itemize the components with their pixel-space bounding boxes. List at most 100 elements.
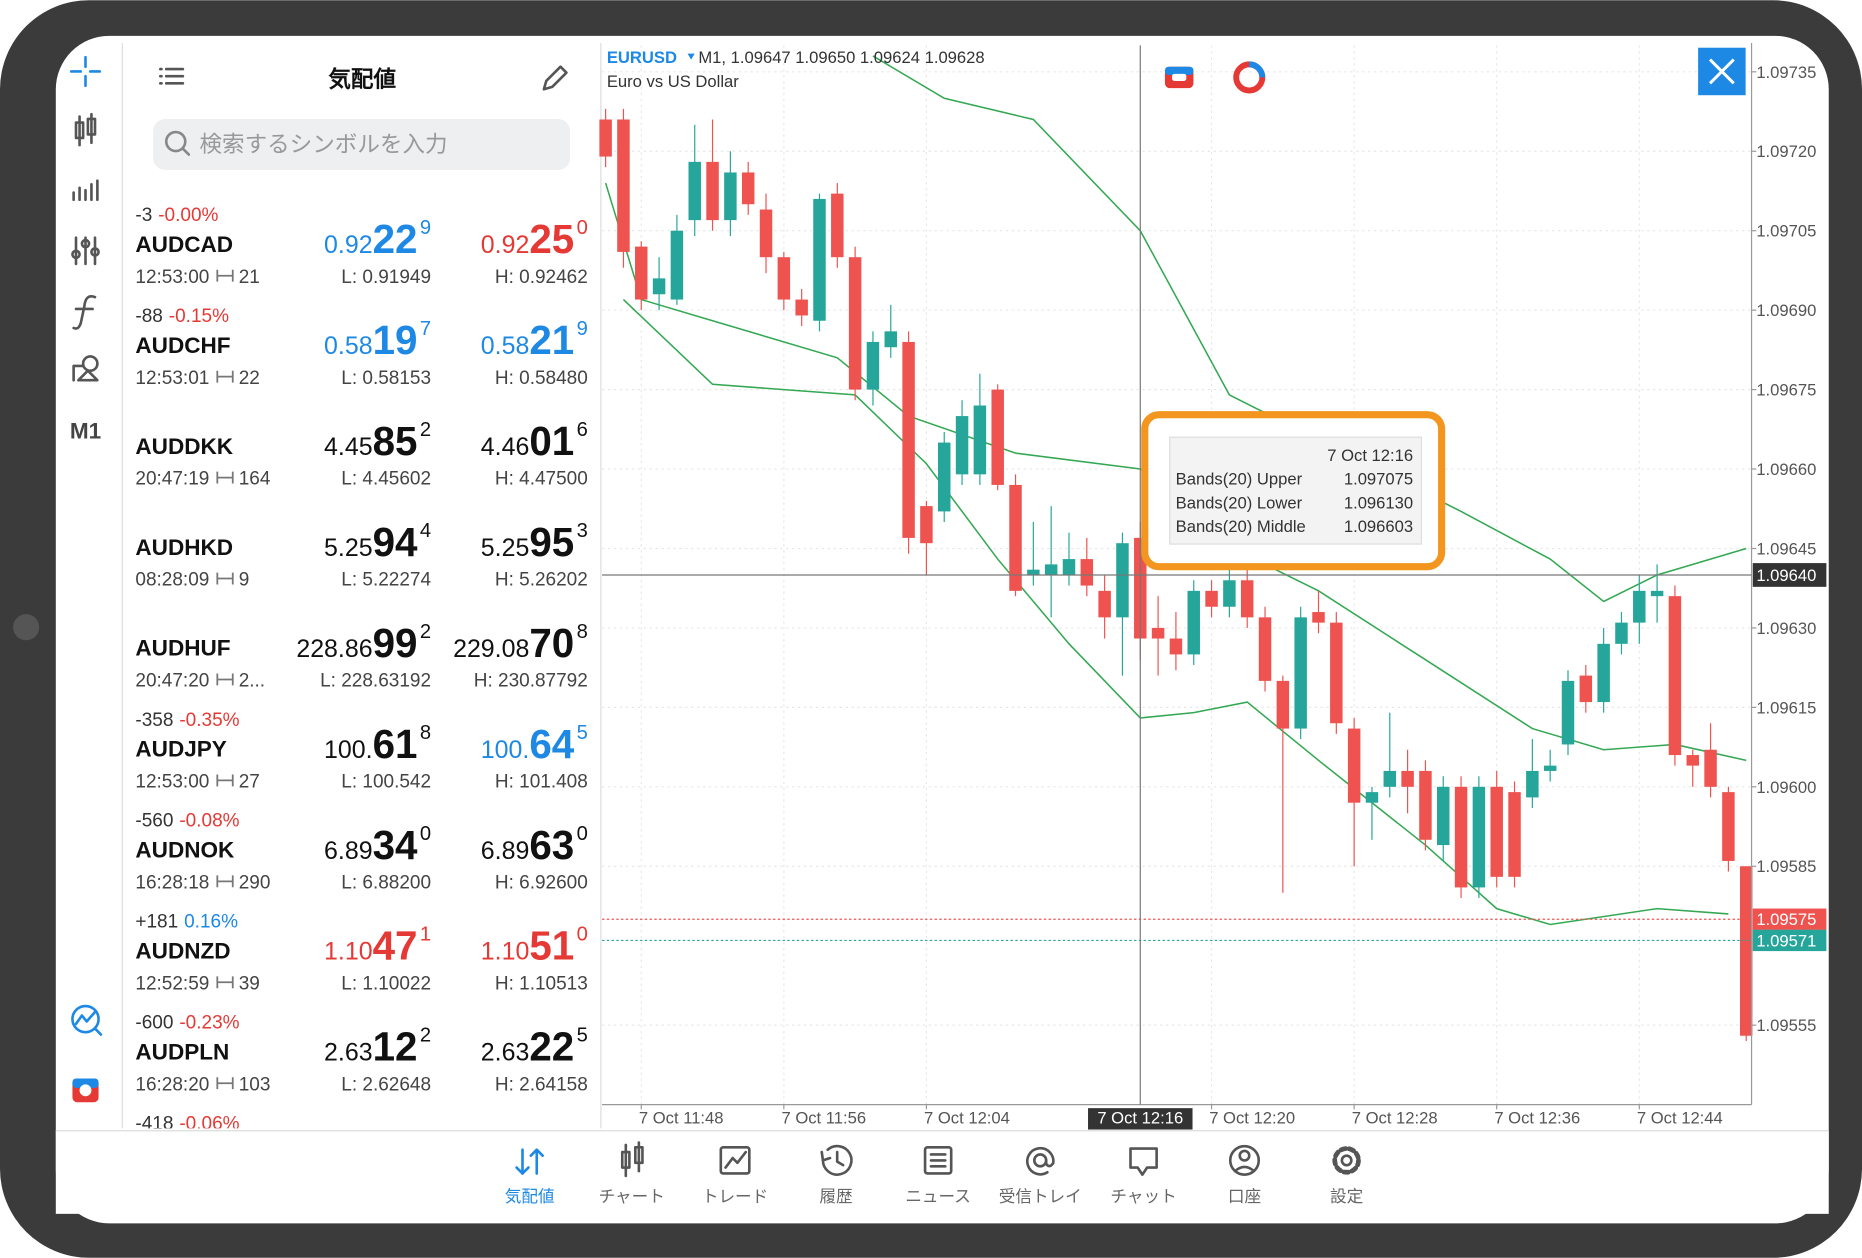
candle-body <box>1276 680 1290 729</box>
y-tick-label: 1.09705 <box>1756 222 1816 241</box>
function-tool[interactable] <box>72 295 97 330</box>
settings-tool[interactable] <box>71 236 100 266</box>
one-click-button[interactable] <box>1233 61 1266 94</box>
ask-price: 0.9225 0 <box>481 216 588 262</box>
candle-body <box>617 119 630 252</box>
tab-label[interactable]: チャット <box>1110 1187 1176 1206</box>
ask-price: 0.5821 9 <box>481 317 588 363</box>
spread: 9 <box>239 570 250 591</box>
ask-price-head: 100. <box>481 736 530 764</box>
watchlist-row[interactable]: AUDDKK 20:47:19 164 4.4585 2 L: 4.45602 4.4601… <box>135 418 587 490</box>
symbol-dropdown[interactable] <box>687 53 695 60</box>
objects-tool[interactable] <box>72 355 99 382</box>
bid-price-point: 8 <box>420 722 431 744</box>
x-tick-label: 7 Oct 11:48 <box>639 1109 724 1128</box>
change-points: -418 <box>135 1114 173 1135</box>
candle-body <box>1650 590 1664 597</box>
bid-price-pips: 12 <box>373 1024 418 1070</box>
chart-type-tool[interactable] <box>74 112 97 147</box>
edit-icon[interactable] <box>542 65 568 91</box>
bid-price-pips: 19 <box>373 317 418 363</box>
ask-price: 229.0870 8 <box>453 620 588 666</box>
candle-body <box>1401 770 1414 787</box>
change-points: -358 <box>135 710 173 731</box>
candle-body <box>1151 627 1165 639</box>
ask-price-head: 5.25 <box>481 534 530 562</box>
list-icon[interactable] <box>159 67 185 85</box>
candle-body <box>884 331 898 348</box>
spread-icon <box>216 774 234 787</box>
symbol[interactable]: EURUSD <box>607 48 677 67</box>
price-lines: 1.09575 1.09571 <box>602 908 1827 952</box>
y-tick-label: 1.09675 <box>1756 381 1816 400</box>
tab-label[interactable]: 受信トレイ <box>999 1187 1082 1206</box>
time: 12:53:01 <box>135 368 209 389</box>
candle-body <box>1472 786 1486 888</box>
candle-body <box>1508 792 1521 877</box>
candle-body <box>724 172 737 221</box>
trade-button[interactable] <box>1164 66 1194 89</box>
tab-label[interactable]: 気配値 <box>505 1187 555 1206</box>
candle-body <box>1294 617 1307 729</box>
close-button[interactable] <box>1698 47 1746 96</box>
watchlist-row[interactable]: -418 -0.06% <box>135 1114 239 1135</box>
change: -3 -0.00% <box>135 205 218 226</box>
ask-price-point: 0 <box>577 924 588 946</box>
tab-label[interactable]: ニュース <box>905 1187 971 1206</box>
tab-label[interactable]: チャート <box>599 1187 665 1206</box>
tab-label[interactable]: トレード <box>702 1187 768 1206</box>
spread: 103 <box>239 1074 271 1095</box>
candle-body <box>635 246 648 300</box>
indicators-tool[interactable] <box>72 179 99 202</box>
candle-body <box>1615 622 1628 644</box>
high: H: 6.92600 <box>495 872 588 893</box>
symbol: AUDHUF <box>135 636 230 661</box>
symbol: AUDPLN <box>135 1039 229 1064</box>
high: H: 5.26202 <box>495 570 588 591</box>
y-tick-label: 1.09660 <box>1756 460 1816 479</box>
time: 12:53:00 <box>135 772 209 793</box>
symbol: AUDNZD <box>135 939 230 964</box>
trade-tool[interactable] <box>72 1078 99 1103</box>
high: H: 0.58480 <box>495 368 588 389</box>
candle-body <box>759 209 773 258</box>
high: H: 2.64158 <box>495 1074 588 1095</box>
tab-label[interactable]: 口座 <box>1228 1187 1261 1206</box>
timeframe[interactable]: M1 <box>70 418 101 443</box>
ask-price-point: 5 <box>577 1025 588 1047</box>
tab-label[interactable]: 設定 <box>1330 1187 1363 1206</box>
bid-price: 100.61 8 <box>324 721 431 767</box>
candle-body <box>1258 617 1272 681</box>
ask-price-pips: 22 <box>529 1024 574 1070</box>
crosshair-tool[interactable] <box>69 55 102 88</box>
chart-header: EURUSD M1, 1.09647 1.09650 1.09624 1.0962… <box>607 47 1746 96</box>
candle-body <box>1080 559 1094 586</box>
candle-body <box>848 257 862 390</box>
tab-label[interactable]: 履歴 <box>819 1187 852 1206</box>
low: L: 100.542 <box>341 772 431 793</box>
ask-price: 100.64 5 <box>481 721 588 767</box>
tab-icon <box>1332 1146 1361 1175</box>
ask-price-point: 6 <box>577 419 588 441</box>
candle-body <box>1098 590 1111 618</box>
y-tick-label: 1.09630 <box>1756 619 1816 638</box>
ask-price-point: 0 <box>577 217 588 239</box>
change-points: -88 <box>135 306 162 327</box>
spread-icon <box>216 269 234 282</box>
y-tick-label: 1.09555 <box>1756 1016 1816 1035</box>
low: L: 5.22274 <box>341 570 431 591</box>
search-box[interactable] <box>153 118 570 171</box>
bid-price-point: 0 <box>420 823 431 845</box>
watchlist-row[interactable]: AUDHUF 20:47:20 2... 228.8699 2 L: 228.63192 2… <box>135 620 587 692</box>
signals-tool[interactable] <box>71 1004 103 1036</box>
y-tick-label: 1.09645 <box>1756 539 1816 558</box>
chart-header-text: EURUSD M1, 1.09647 1.09650 1.09624 1.0962… <box>607 48 985 67</box>
